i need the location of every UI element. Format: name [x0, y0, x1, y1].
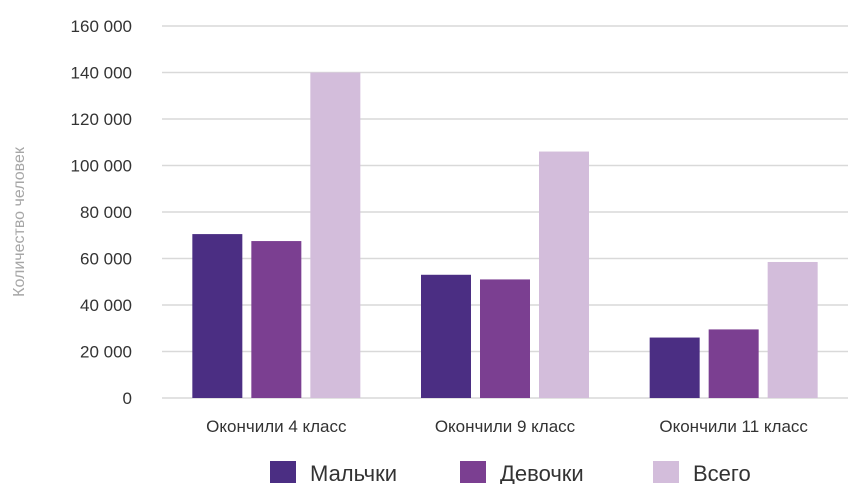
y-tick-label: 0	[123, 389, 132, 408]
x-axis-categories: Окончили 4 класс Окончили 9 класс Окончили…	[206, 417, 808, 436]
bar	[480, 279, 530, 398]
y-axis-ticks: 0 20 000 40 000 60 000 80 000 100 000 120 000 1…	[71, 17, 132, 408]
bar	[310, 72, 361, 398]
y-tick-label: 120 000	[71, 110, 132, 129]
bar	[192, 234, 243, 398]
x-category-label: Окончили 9 класс	[435, 417, 576, 436]
legend: Мальчки Девочки Всего	[270, 461, 751, 484]
bar	[421, 274, 471, 398]
bars	[192, 72, 818, 398]
legend-swatch	[270, 461, 296, 483]
y-tick-label: 20 000	[80, 343, 132, 362]
legend-label: Мальчки	[310, 461, 397, 484]
legend-label: Девочки	[500, 461, 584, 484]
bar	[649, 337, 700, 398]
x-category-label: Окончили 4 класс	[206, 417, 347, 436]
bar	[251, 241, 302, 398]
y-tick-label: 40 000	[80, 296, 132, 315]
legend-label: Всего	[693, 461, 751, 484]
bar	[767, 261, 818, 398]
bar	[708, 329, 759, 398]
bar	[539, 151, 589, 398]
y-tick-label: 100 000	[71, 157, 132, 176]
x-category-label: Окончили 11 класс	[659, 417, 808, 436]
legend-swatch	[653, 461, 679, 483]
y-tick-label: 60 000	[80, 250, 132, 269]
y-tick-label: 80 000	[80, 203, 132, 222]
legend-swatch	[460, 461, 486, 483]
y-tick-label: 160 000	[71, 17, 132, 36]
y-tick-label: 140 000	[71, 64, 132, 83]
y-axis-label: Количество человек	[11, 146, 28, 297]
